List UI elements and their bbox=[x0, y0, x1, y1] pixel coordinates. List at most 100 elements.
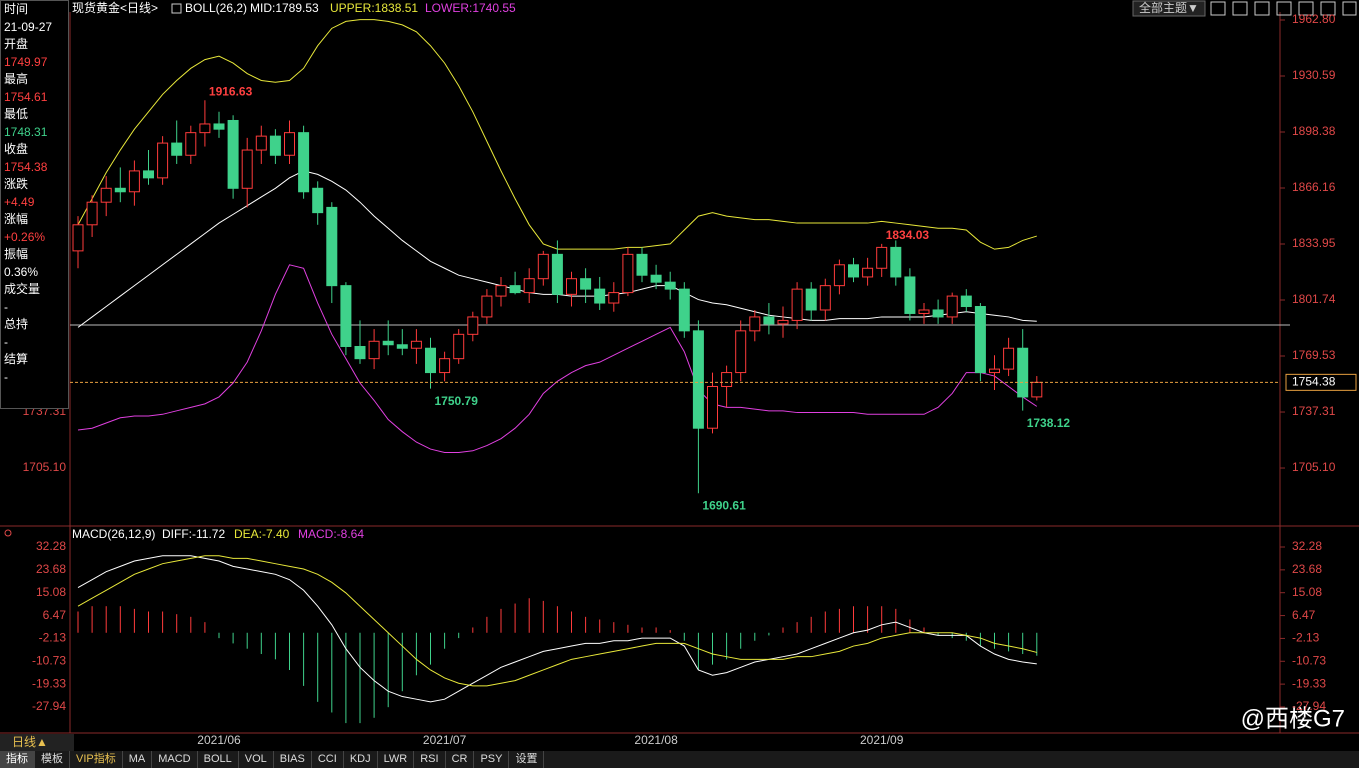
y-tick-label: -10.73 bbox=[32, 653, 66, 667]
candle-body bbox=[410, 340, 422, 349]
toolbar-tab[interactable]: PSY bbox=[474, 751, 510, 768]
candle-body bbox=[382, 340, 394, 346]
y-tick-label: 15.08 bbox=[36, 585, 66, 599]
candle-body bbox=[904, 276, 916, 314]
chart-title: 现货黄金<日线> bbox=[72, 0, 158, 15]
toolbar-tab[interactable]: VOL bbox=[239, 751, 274, 768]
candle-body bbox=[143, 170, 154, 179]
candle-body bbox=[241, 149, 253, 189]
x-tick-label: 2021/09 bbox=[860, 733, 904, 747]
toolbar-tab[interactable]: MACD bbox=[152, 751, 198, 768]
y-tick-label: -2.13 bbox=[39, 631, 67, 645]
candle-body bbox=[721, 372, 733, 387]
last-price-box bbox=[1285, 373, 1357, 391]
candle-body bbox=[509, 285, 521, 294]
candle-body bbox=[467, 316, 479, 335]
theme-button-label[interactable]: 全部主题▼ bbox=[1139, 0, 1199, 15]
toolbar-tab[interactable]: LWR bbox=[378, 751, 415, 768]
candle-body bbox=[114, 187, 126, 193]
y-tick-label: -10.73 bbox=[1292, 653, 1326, 667]
y-tick-label: 23.68 bbox=[36, 562, 66, 576]
candle-body bbox=[72, 224, 84, 252]
y-tick-label: -19.33 bbox=[32, 676, 66, 690]
legend-entry: DEA:-7.40 bbox=[234, 527, 290, 541]
macd-title: MACD(26,12,9) bbox=[72, 527, 155, 541]
info-value: +4.49 bbox=[4, 194, 35, 209]
toolbar-tab[interactable]: VIP指标 bbox=[70, 751, 123, 768]
info-label: 涨幅 bbox=[4, 212, 29, 226]
candle-body bbox=[157, 142, 169, 179]
info-value: 1748.31 bbox=[4, 124, 48, 139]
period-button[interactable] bbox=[0, 734, 74, 751]
info-label: 最高 bbox=[4, 72, 29, 86]
candle-body bbox=[368, 340, 380, 360]
toolbar-tab[interactable]: 模板 bbox=[35, 751, 70, 768]
legend-entry: DIFF:-11.72 bbox=[162, 527, 225, 541]
info-label: 涨跌 bbox=[4, 177, 29, 191]
y-tick-label: 1930.59 bbox=[1292, 68, 1336, 82]
candle-body bbox=[932, 309, 944, 318]
window-controls bbox=[1210, 1, 1357, 16]
info-value: - bbox=[4, 334, 8, 349]
info-label: 结算 bbox=[4, 352, 29, 366]
candle-body bbox=[791, 288, 803, 321]
candle-body bbox=[1017, 347, 1029, 398]
toolbar-tab[interactable]: BIAS bbox=[274, 751, 312, 768]
toolbar-tab[interactable]: RSI bbox=[414, 751, 446, 768]
toolbar-tab[interactable]: CR bbox=[446, 751, 475, 768]
info-label: 时间 bbox=[4, 2, 29, 16]
candle-body bbox=[777, 319, 789, 325]
candle-body bbox=[213, 123, 225, 130]
toolbar-tab[interactable]: 指标 bbox=[0, 751, 35, 768]
toolbar-tab[interactable]: BOLL bbox=[198, 751, 239, 768]
period-label[interactable]: 日线▲ bbox=[12, 735, 48, 749]
control[interactable] bbox=[1254, 1, 1270, 16]
theme-button[interactable] bbox=[1132, 0, 1206, 17]
toolbar-tab[interactable]: KDJ bbox=[344, 751, 378, 768]
y-tick-label: 1801.74 bbox=[1292, 292, 1336, 306]
candle-body bbox=[580, 278, 592, 290]
control[interactable] bbox=[1320, 1, 1336, 16]
indicator-icon bbox=[171, 3, 182, 14]
control[interactable] bbox=[1210, 1, 1226, 16]
toolbar: 指标 模板 VIP指标 MA MACD BOLL VOL BIAS CCI KDJ LWR RSI CR… bbox=[0, 751, 1359, 768]
candle-body bbox=[848, 264, 859, 278]
toolbar-tab[interactable]: 设置 bbox=[509, 751, 545, 768]
toolbar-tab[interactable]: CCI bbox=[312, 751, 344, 768]
high-label: 1834.03 bbox=[886, 228, 930, 242]
candle-body bbox=[636, 253, 648, 276]
candle-body bbox=[185, 132, 197, 156]
candle-body bbox=[425, 347, 436, 374]
candle-body bbox=[1003, 347, 1015, 370]
candle-body bbox=[537, 253, 549, 280]
candle-body bbox=[255, 135, 267, 151]
y-tick-label: -27.94 bbox=[1292, 699, 1326, 713]
control[interactable] bbox=[1342, 1, 1357, 16]
toolbar-tab[interactable]: MA bbox=[123, 751, 153, 768]
candle-body bbox=[354, 345, 366, 360]
y-tick-label: 6.47 bbox=[43, 608, 67, 622]
y-tick-label: 1962.80 bbox=[1292, 12, 1336, 26]
info-value: 1754.38 bbox=[4, 159, 48, 174]
info-value: 1749.97 bbox=[4, 54, 48, 69]
info-value: - bbox=[4, 369, 8, 384]
y-tick-label: 6.47 bbox=[1292, 608, 1316, 622]
x-tick-label: 2021/06 bbox=[197, 733, 241, 747]
candle-body bbox=[946, 295, 958, 318]
candle-body bbox=[551, 253, 563, 295]
control[interactable] bbox=[1232, 1, 1248, 16]
candle-body bbox=[608, 292, 620, 304]
background bbox=[0, 0, 1359, 751]
candle-body bbox=[284, 132, 295, 156]
info-value: - bbox=[4, 299, 8, 314]
y-tick-label: 32.28 bbox=[1292, 539, 1322, 553]
x-tick-label: 2021/08 bbox=[634, 733, 678, 747]
legend-entry: MACD:-8.64 bbox=[298, 527, 364, 541]
candle-body bbox=[989, 368, 1000, 374]
control[interactable] bbox=[1298, 1, 1314, 16]
low-label: 1738.12 bbox=[1027, 416, 1071, 430]
candle-body bbox=[171, 142, 183, 156]
candle-body bbox=[707, 385, 718, 429]
control[interactable] bbox=[1276, 1, 1292, 16]
